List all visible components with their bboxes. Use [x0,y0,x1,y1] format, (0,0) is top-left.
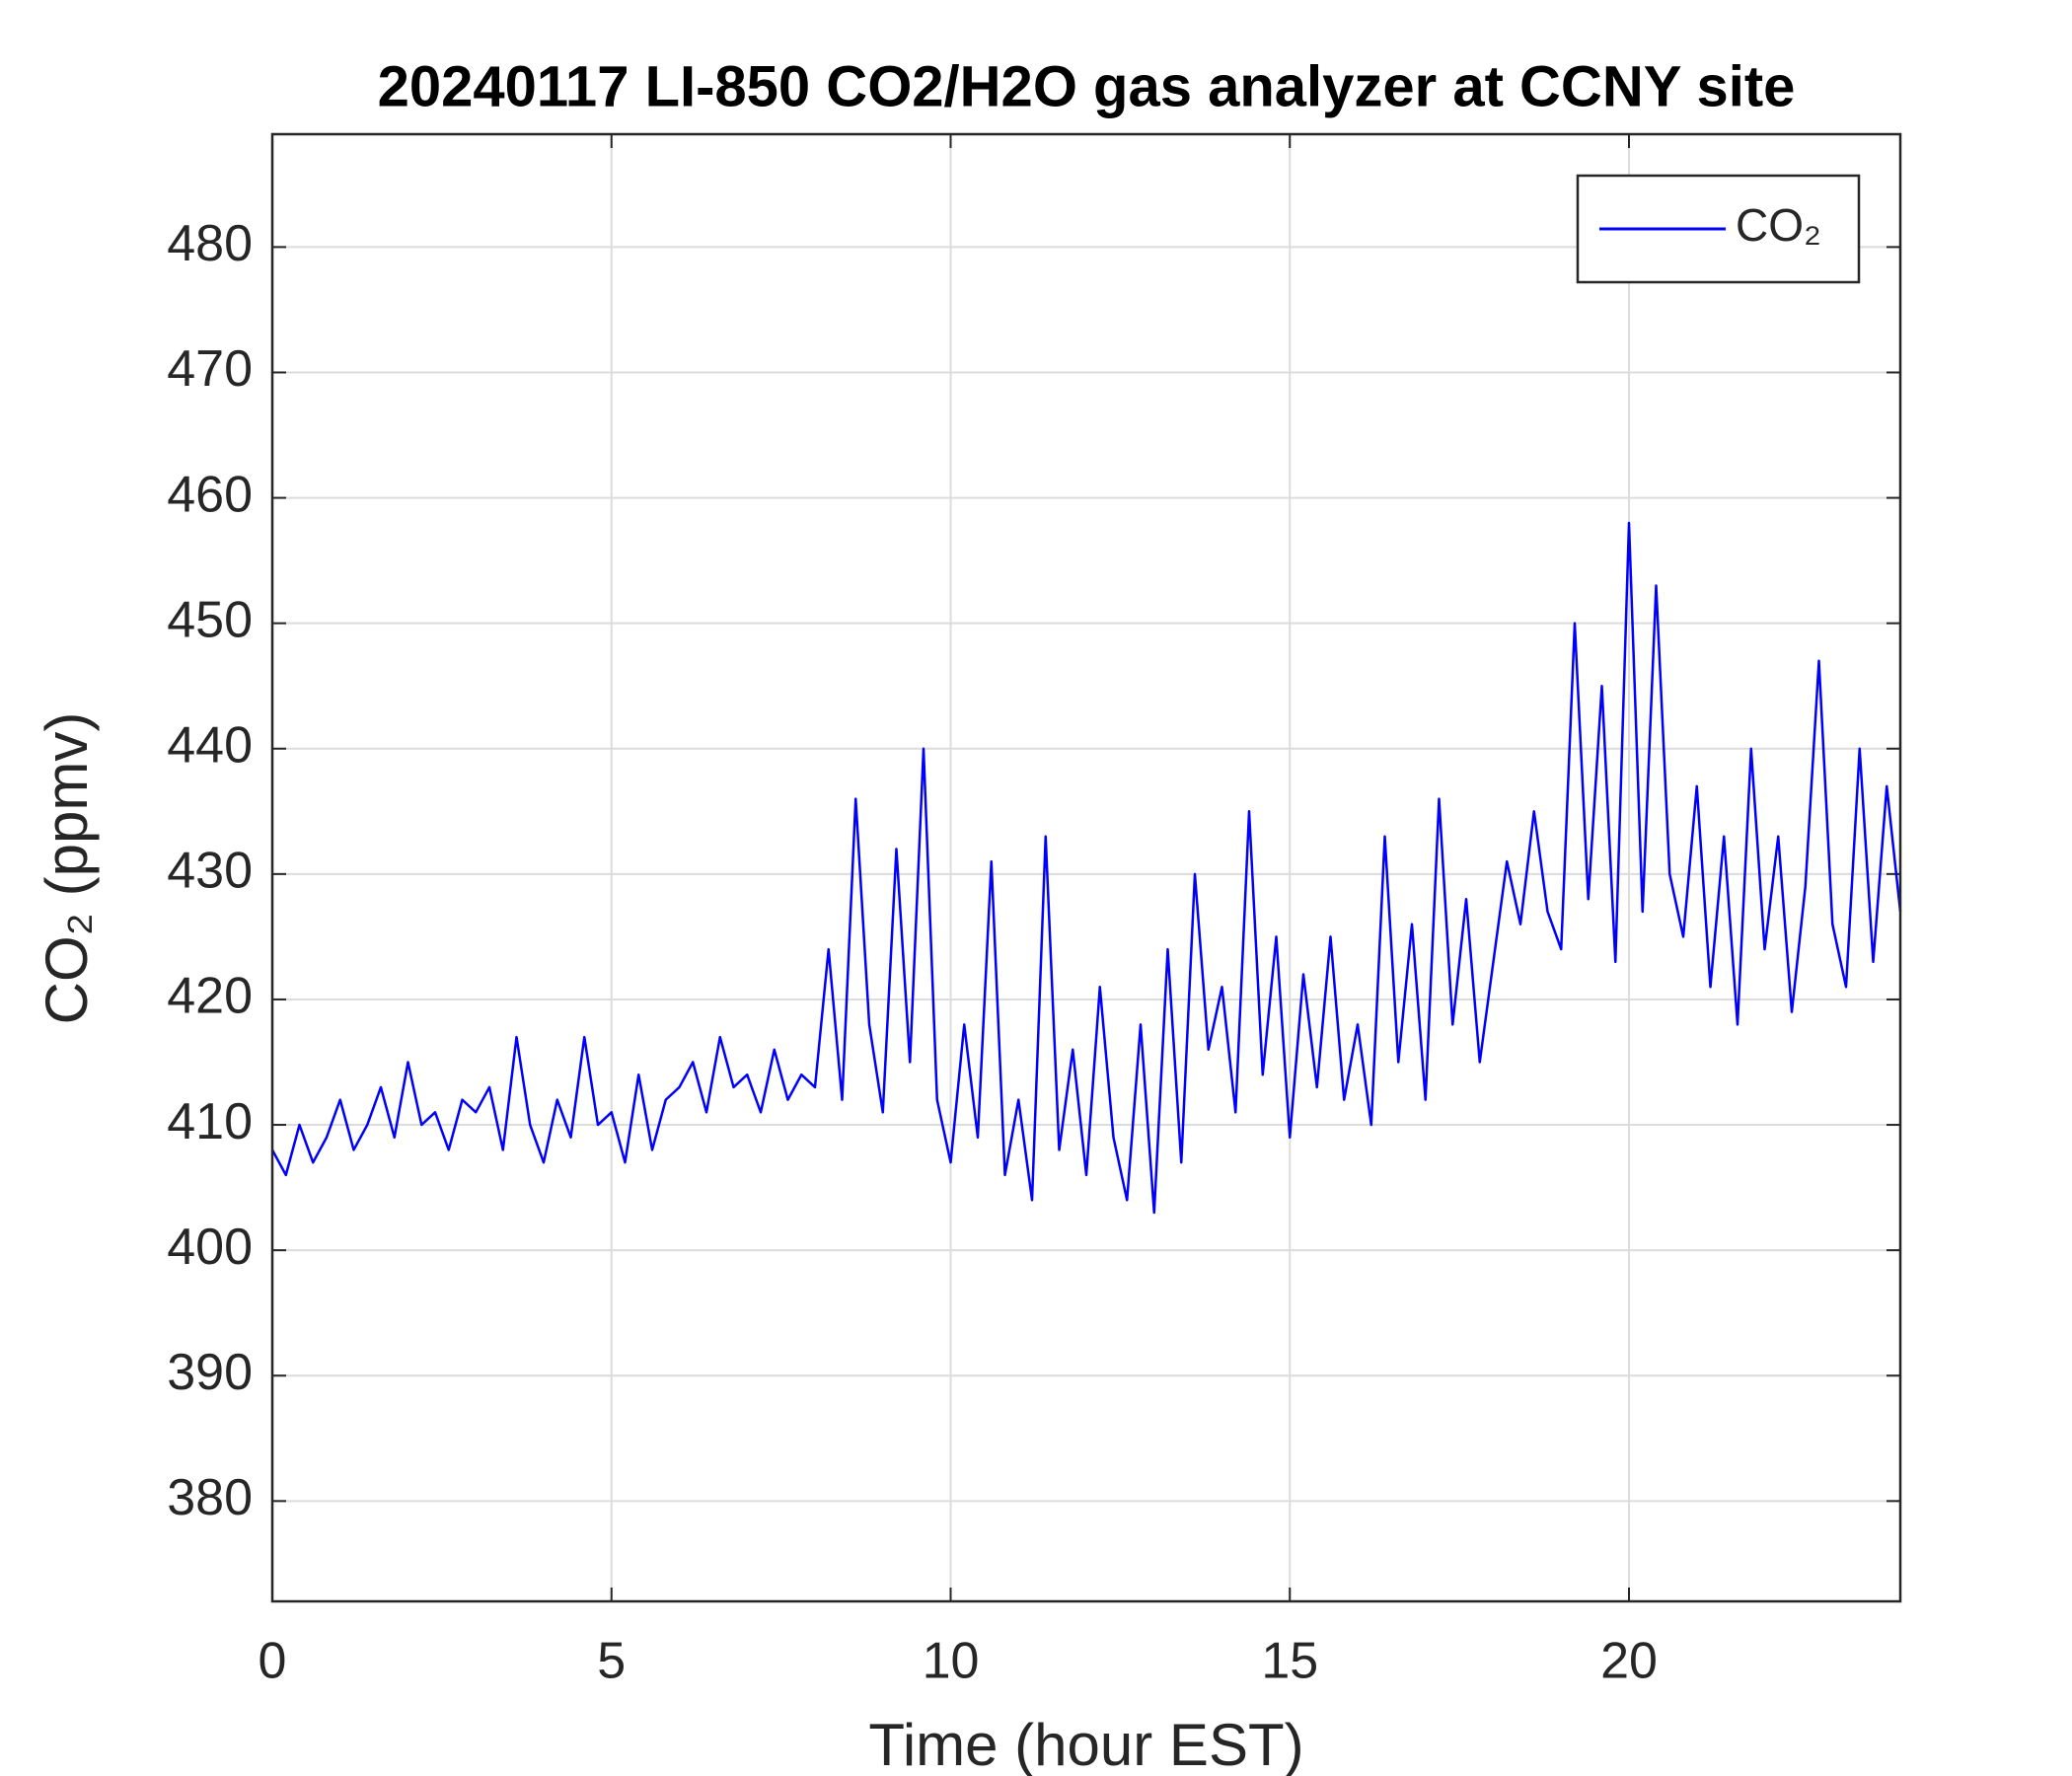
y-axis-label: CO₂ (ppmv) [34,712,100,1025]
y-tick-label: 450 [167,591,253,648]
x-axis-label: Time (hour EST) [868,1712,1303,1776]
y-tick-label: 470 [167,340,253,398]
y-tick-label: 410 [167,1093,253,1150]
y-tick-label: 380 [167,1469,253,1526]
y-tick-label: 390 [167,1344,253,1401]
data-line [270,521,1902,1215]
y-tick-label: 440 [167,716,253,774]
x-tick-label: 0 [259,1633,287,1690]
chart-title: 20240117 LI-850 CO2/H2O gas analyzer at … [378,54,1796,118]
y-tick-label: 420 [167,968,253,1025]
x-tick-label: 5 [597,1633,626,1690]
plot-frame [270,132,1902,1603]
x-tick-label: 10 [923,1633,980,1690]
x-tick-label: 15 [1261,1633,1318,1690]
legend-label: CO₂ [1736,199,1821,251]
y-tick-label: 460 [167,466,253,523]
x-tick-label: 20 [1600,1633,1658,1690]
y-tick-label: 400 [167,1219,253,1276]
y-tick-label: 480 [167,215,253,272]
y-tick-label: 430 [167,843,253,900]
